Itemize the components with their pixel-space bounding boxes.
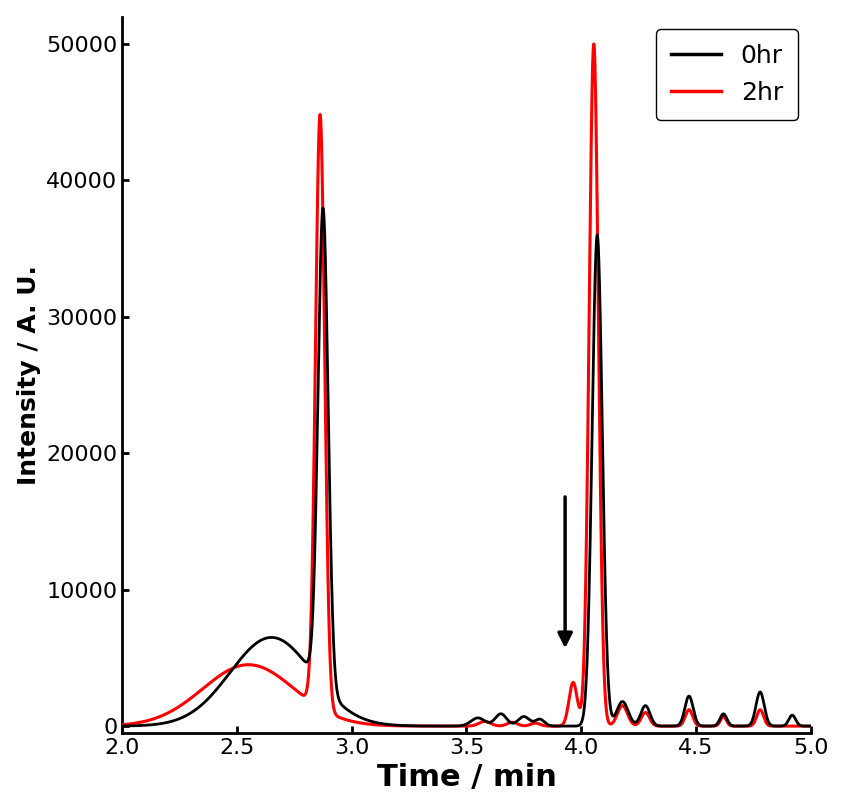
X-axis label: Time / min: Time / min — [376, 764, 555, 792]
Legend: 0hr, 2hr: 0hr, 2hr — [655, 29, 797, 120]
Y-axis label: Intensity / A. U.: Intensity / A. U. — [17, 265, 41, 485]
